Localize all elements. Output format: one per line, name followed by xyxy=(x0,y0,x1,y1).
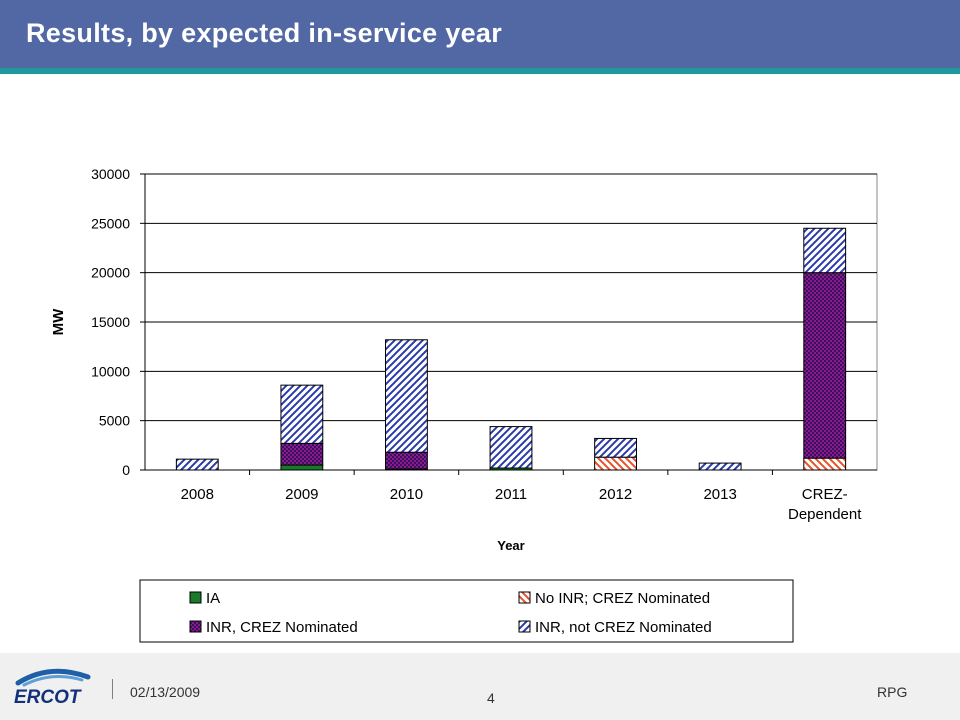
y-tick-label: 0 xyxy=(122,462,130,478)
slide-title: Results, by expected in-service year xyxy=(26,18,503,48)
legend-label: INR, CREZ Nominated xyxy=(206,619,358,636)
legend-swatch xyxy=(518,591,531,604)
legend-swatch xyxy=(189,591,202,604)
bar-segment xyxy=(803,227,847,274)
bar-segment xyxy=(280,442,324,466)
y-tick-label: 15000 xyxy=(91,314,130,330)
legend-label: INR, not CREZ Nominated xyxy=(535,619,712,636)
ercot-logo: ERCOT xyxy=(14,668,91,708)
bar-segment xyxy=(385,451,428,470)
legend-label: IA xyxy=(206,590,220,607)
x-tick-label: 2010 xyxy=(390,486,423,503)
bar-segment xyxy=(175,458,219,471)
bar-segment xyxy=(594,456,637,471)
y-axis-label: MW xyxy=(50,308,67,335)
x-axis-label: Year xyxy=(497,538,524,553)
title-bar-accent xyxy=(0,68,960,74)
legend-label: No INR; CREZ Nominated xyxy=(535,590,710,607)
footer-department: RPG xyxy=(877,684,908,700)
x-tick-label: 2011 xyxy=(495,486,527,503)
x-tick-label: 2013 xyxy=(703,486,736,503)
footer-date: 02/13/2009 xyxy=(130,684,201,700)
bar-segment xyxy=(803,272,847,459)
x-tick-label: 2009 xyxy=(285,486,318,503)
bar-segment xyxy=(280,464,324,471)
y-tick-label: 25000 xyxy=(91,215,130,231)
bar-segment xyxy=(489,426,533,469)
bar-segment xyxy=(594,437,637,458)
legend-box xyxy=(139,579,794,643)
y-tick-label: 10000 xyxy=(91,363,130,379)
bar-segment xyxy=(803,457,847,471)
y-tick-label: 30000 xyxy=(91,166,130,182)
x-tick-label: CREZ-Dependent xyxy=(788,486,862,523)
footer-bar xyxy=(0,653,960,720)
bar-segment xyxy=(385,339,428,453)
legend-swatch xyxy=(518,620,531,633)
page-number: 4 xyxy=(487,690,495,706)
x-tick-label: 2012 xyxy=(599,486,632,503)
y-tick-label: 5000 xyxy=(99,413,130,429)
title-bar xyxy=(0,0,960,68)
legend-swatch xyxy=(189,620,202,633)
bar-segment xyxy=(280,384,324,444)
bar-segment xyxy=(698,462,742,471)
y-tick-label: 20000 xyxy=(91,265,130,281)
x-tick-label: 2008 xyxy=(181,486,214,503)
footer-divider xyxy=(112,679,113,699)
stacked-bar-chart: 0 5000 10000 15000 20000 25000 30000 2008 2009 20… xyxy=(50,166,878,643)
logo-text: ERCOT xyxy=(14,687,82,708)
